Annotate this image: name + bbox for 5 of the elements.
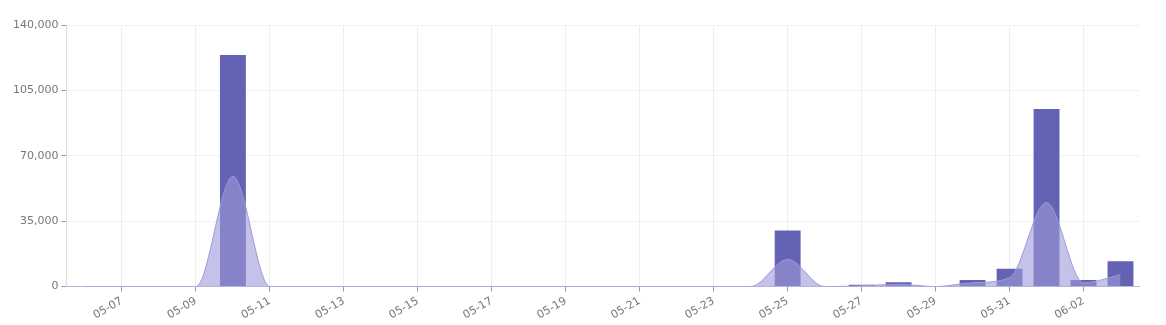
y-tick-label: 0 <box>51 279 59 293</box>
y-tick-label: 140,000 <box>12 17 59 31</box>
y-tick-label: 105,000 <box>12 83 59 97</box>
y-tick-label: 35,000 <box>19 214 59 228</box>
y-tick-label: 70,000 <box>19 148 59 162</box>
